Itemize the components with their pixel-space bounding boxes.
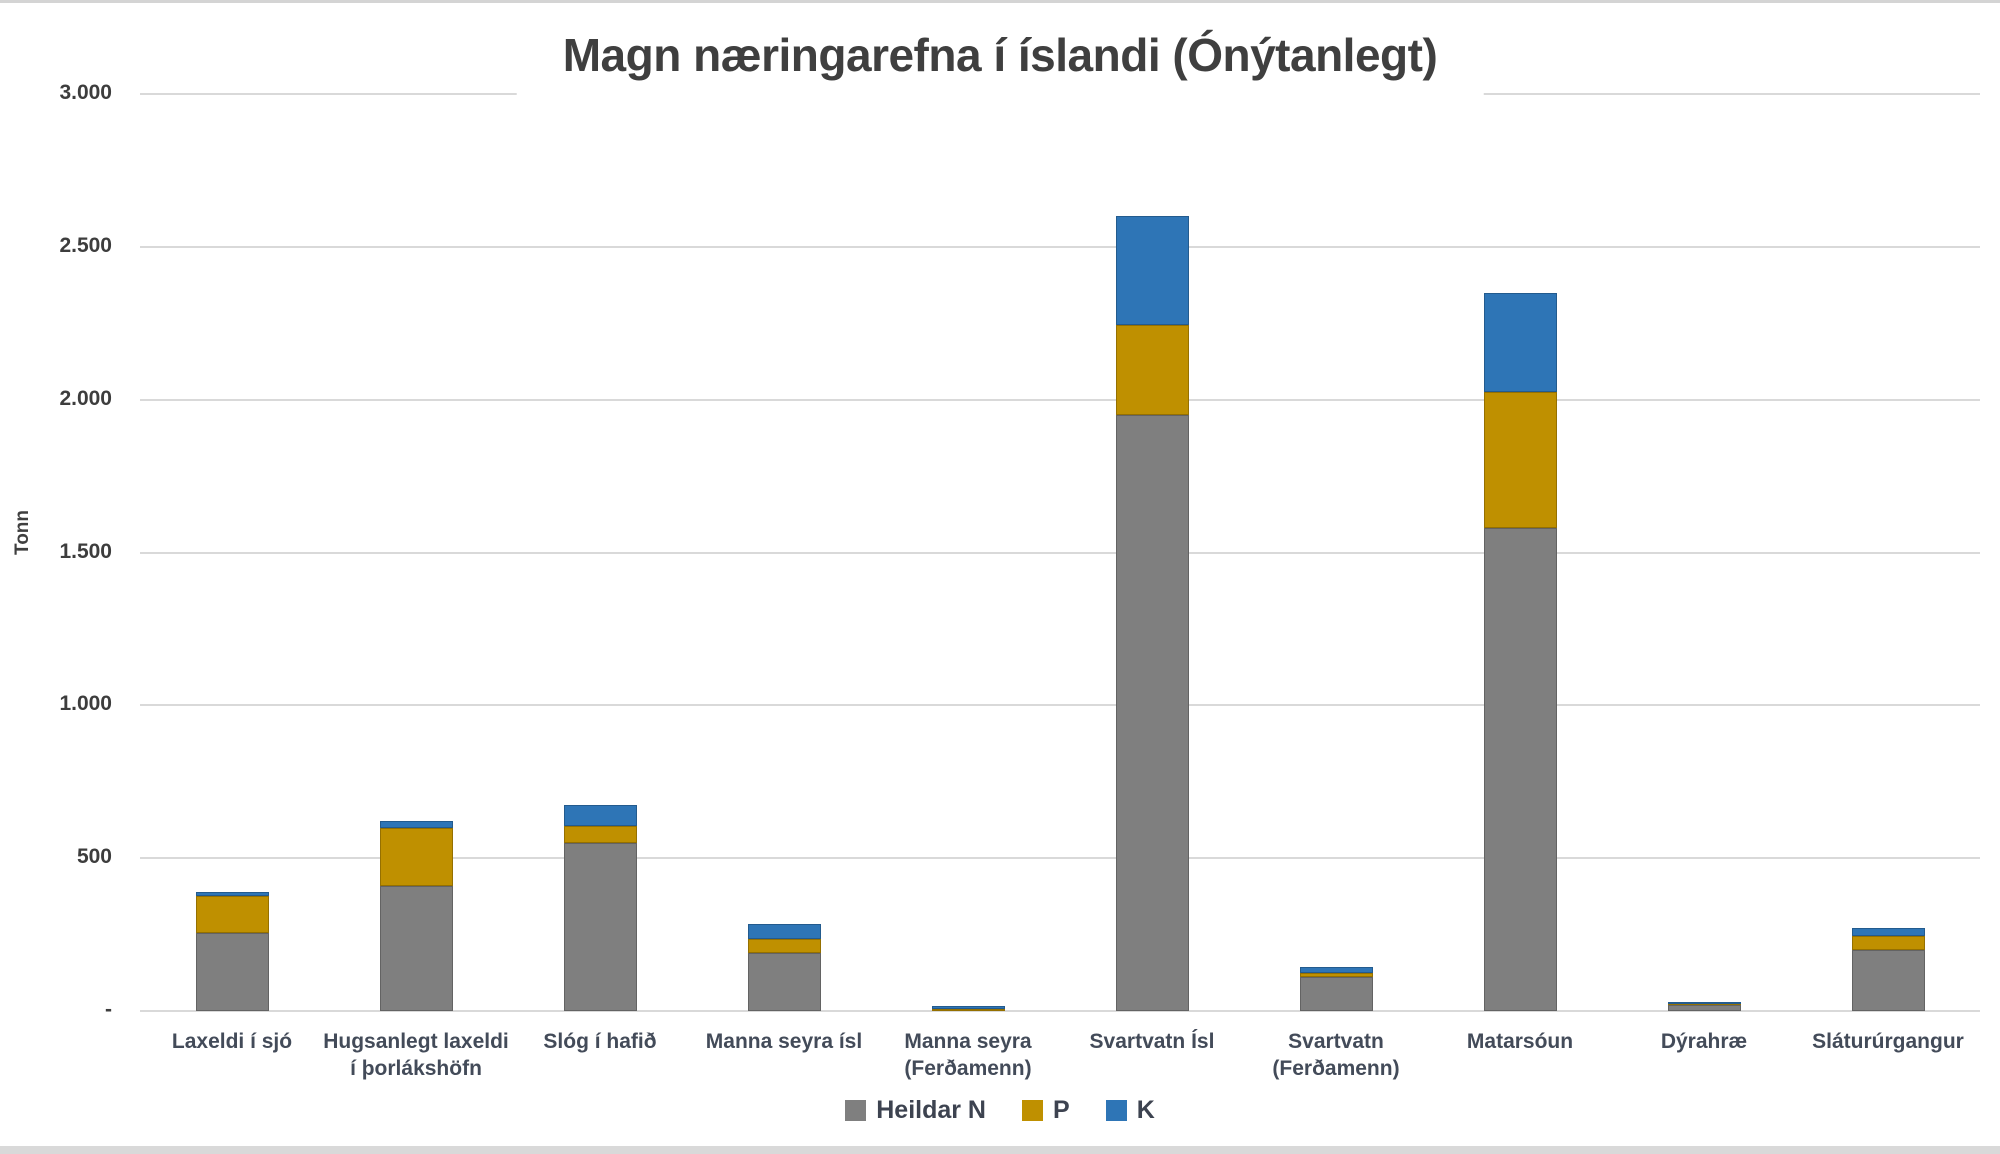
bar-segment-heildar-n	[379, 885, 453, 1011]
bar-segment-heildar-n	[563, 842, 637, 1011]
bar-segment-k	[1851, 928, 1925, 937]
bar-segment-k	[1483, 292, 1557, 392]
x-category-label: Dýrahræ	[1660, 1030, 1748, 1053]
bar-segment-k	[1667, 1001, 1741, 1004]
x-category-label: Svartvatn Ísl	[1089, 1030, 1215, 1053]
bar-segment-heildar-n	[1299, 977, 1373, 1011]
y-tick-label: 1.500	[59, 539, 112, 563]
legend-item: P	[1022, 1096, 1070, 1125]
chart-title: Magn næringarefna í íslandi (Ónýtanlegt)	[516, 18, 1484, 104]
bar-segment-p	[1483, 392, 1557, 529]
bar-segment-k	[195, 891, 269, 897]
legend-swatch-icon	[1105, 1100, 1127, 1121]
bar-segment-p	[1667, 1003, 1741, 1006]
bar-segment-p	[1299, 972, 1373, 978]
bar-segment-p	[1851, 936, 1925, 950]
bar-segment-heildar-n	[1483, 528, 1557, 1011]
bar-segment-heildar-n	[195, 933, 269, 1011]
y-tick-label: 3.000	[59, 81, 112, 104]
bar-segment-k	[379, 821, 453, 828]
top-edge-strip	[0, 0, 2000, 3]
gridline	[140, 398, 1980, 401]
y-tick-label: -	[105, 998, 112, 1021]
legend: Heildar N P K	[0, 1096, 2000, 1125]
legend-label: P	[1053, 1096, 1070, 1124]
bar-segment-k	[747, 923, 821, 940]
bar-segment-p	[195, 896, 269, 934]
bar-segment-k	[931, 1006, 1005, 1009]
bar-segment-heildar-n	[1851, 949, 1925, 1011]
x-category-label: Manna seyra ísl	[705, 1030, 863, 1053]
bar-segment-p	[379, 827, 453, 886]
bar-segment-k	[1299, 966, 1373, 973]
y-tick-label: 500	[76, 845, 112, 869]
y-tick-label: 2.500	[59, 233, 112, 257]
bar-segment-p	[1115, 324, 1189, 415]
legend-item: K	[1105, 1096, 1155, 1125]
x-category-label: Hugsanlegt laxeldi í þorlákshöfn	[323, 1030, 509, 1080]
bar-segment-heildar-n	[1115, 414, 1189, 1011]
bar-segment-p	[747, 939, 821, 953]
gridline	[140, 551, 1980, 554]
legend-swatch-icon	[845, 1100, 867, 1121]
legend-item: Heildar N	[845, 1096, 986, 1125]
bar-segment-k	[1115, 216, 1189, 325]
y-axis-title: Tonn	[12, 509, 33, 555]
gridline	[140, 857, 1980, 860]
bar-segment-heildar-n	[747, 952, 821, 1011]
x-category-label: Matarsóun	[1466, 1030, 1574, 1053]
gridline	[140, 1010, 1980, 1012]
x-category-label: Laxeldi í sjó	[171, 1030, 293, 1053]
x-category-label: Manna seyra (Ferðamenn)	[904, 1030, 1032, 1080]
y-tick-label: 2.000	[59, 386, 112, 410]
bar-segment-heildar-n	[1667, 1004, 1741, 1011]
bar-segment-p	[931, 1008, 1005, 1011]
bar-segment-p	[563, 826, 637, 843]
bottom-edge-strip	[0, 1146, 2000, 1154]
bar-segment-k	[563, 804, 637, 827]
legend-label: Heildar N	[876, 1096, 986, 1124]
legend-label: K	[1136, 1096, 1155, 1124]
legend-swatch-icon	[1022, 1100, 1043, 1121]
gridline	[140, 704, 1980, 707]
x-category-label: Slóg í hafið	[543, 1030, 657, 1053]
y-tick-label: 1.000	[59, 692, 112, 716]
x-category-label: Sláturúrgangur	[1812, 1030, 1964, 1053]
x-category-label: Svartvatn (Ferðamenn)	[1272, 1030, 1400, 1080]
gridline	[140, 245, 1980, 248]
